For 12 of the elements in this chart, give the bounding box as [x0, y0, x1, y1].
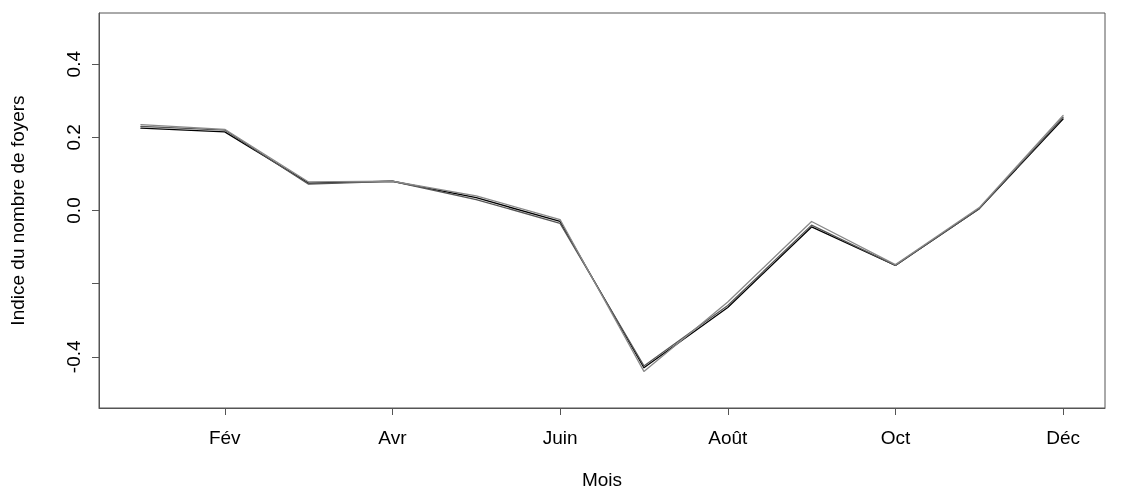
y-tick-label: -0.4 — [63, 340, 84, 374]
y-tick-label: 0.2 — [63, 124, 84, 151]
x-tick-label: Juin — [542, 427, 578, 448]
y-tick-label: 0.4 — [63, 50, 84, 78]
x-tick-label: Avr — [378, 427, 408, 448]
x-tick-label: Déc — [1046, 427, 1080, 448]
x-tick-label: Oct — [880, 427, 911, 448]
y-axis-title: Indice du nombre de foyers — [7, 95, 28, 326]
x-axis-title: Mois — [581, 469, 623, 490]
y-tick-label: 0.0 — [63, 197, 84, 224]
x-tick-label: Fév — [208, 427, 242, 448]
x-tick-label: Août — [708, 427, 749, 448]
